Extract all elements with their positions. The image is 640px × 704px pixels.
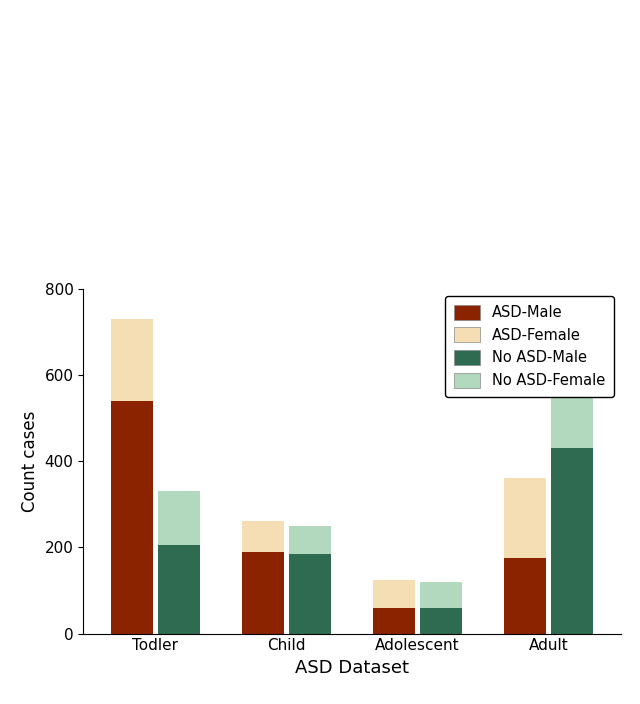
Bar xyxy=(289,554,331,634)
Bar xyxy=(420,582,462,608)
Bar xyxy=(158,491,200,545)
Bar xyxy=(551,303,593,448)
Bar xyxy=(242,552,284,634)
Y-axis label: Count cases: Count cases xyxy=(21,410,39,512)
X-axis label: ASD Dataset: ASD Dataset xyxy=(295,659,409,677)
Bar xyxy=(111,319,153,401)
Bar xyxy=(373,579,415,608)
Bar xyxy=(242,522,284,552)
Bar xyxy=(504,479,546,558)
Bar xyxy=(420,608,462,634)
Bar xyxy=(504,558,546,634)
Bar xyxy=(551,448,593,634)
Legend: ASD-Male, ASD-Female, No ASD-Male, No ASD-Female: ASD-Male, ASD-Female, No ASD-Male, No AS… xyxy=(445,296,614,397)
Bar xyxy=(158,545,200,634)
Bar xyxy=(373,608,415,634)
Bar xyxy=(111,401,153,634)
Bar xyxy=(289,526,331,554)
